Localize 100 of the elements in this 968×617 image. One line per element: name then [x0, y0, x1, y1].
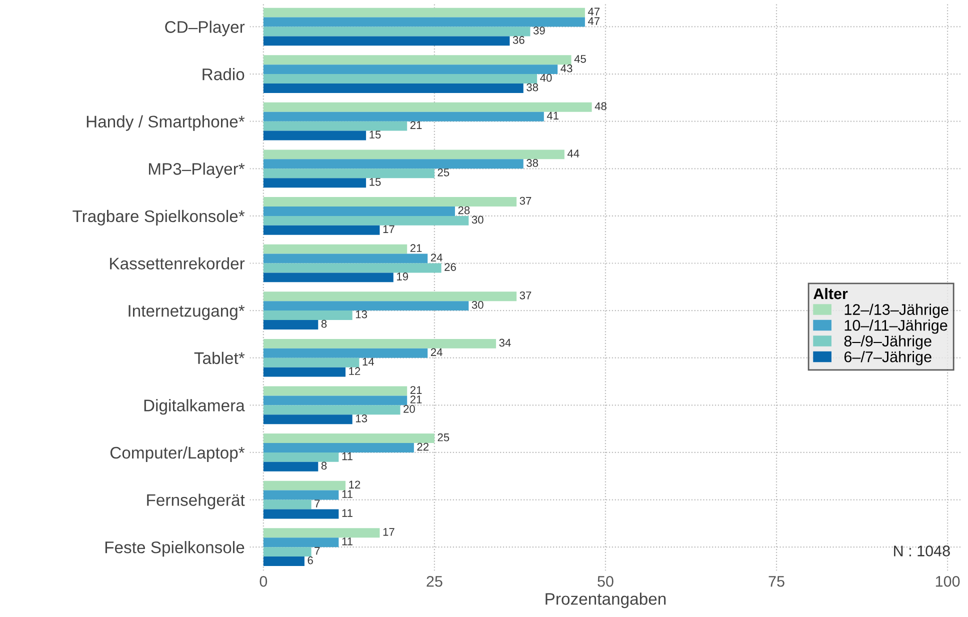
- y-tick-label: Tragbare Spielkonsole*: [72, 210, 245, 226]
- bar: [263, 528, 380, 538]
- data-label: 41: [546, 112, 559, 120]
- data-label: 6: [308, 556, 313, 564]
- data-label: 44: [567, 150, 580, 158]
- data-label: 13: [356, 310, 368, 318]
- bar: [263, 310, 352, 320]
- y-tick-label: CD–Player: [165, 20, 245, 36]
- bar: [263, 36, 510, 46]
- bar: [263, 338, 496, 348]
- bar: [263, 168, 434, 178]
- bar: [263, 443, 414, 452]
- bar: [263, 216, 469, 226]
- bar: [263, 272, 394, 282]
- y-tick-label: Computer/Laptop*: [110, 446, 245, 462]
- bar: [263, 130, 366, 140]
- bar: [263, 434, 434, 444]
- bar: [263, 8, 585, 18]
- data-label: 45: [574, 55, 586, 63]
- bar: [263, 462, 318, 472]
- bar: [263, 74, 538, 84]
- data-label: 43: [560, 64, 572, 72]
- data-label: 37: [520, 196, 532, 205]
- y-tick-label: MP3–Player*: [148, 162, 245, 178]
- data-label: 36: [512, 36, 524, 44]
- legend-label: 6–/7–Jährige: [844, 351, 932, 366]
- data-label: 7: [314, 547, 320, 555]
- data-label: 25: [438, 168, 450, 176]
- data-label: 19: [397, 272, 408, 280]
- y-tick-label: Digitalkamera: [144, 399, 245, 415]
- bar: [263, 480, 346, 490]
- bar: [263, 225, 380, 235]
- bar: [263, 556, 304, 566]
- y-tick-label: Handy / Smartphone*: [86, 115, 245, 131]
- x-tick-label: 100: [936, 576, 960, 587]
- bar: [263, 55, 572, 65]
- y-tick-label: Tablet*: [194, 352, 245, 364]
- y-tick-label: Fernsehgerät: [147, 494, 245, 510]
- data-label: 21: [410, 244, 422, 252]
- data-label: 24: [430, 254, 442, 262]
- bar: [263, 358, 360, 368]
- data-label: 17: [383, 528, 394, 536]
- data-label: 13: [356, 414, 368, 422]
- y-tick-label: Kassettenrekorder: [110, 257, 245, 270]
- bar: [263, 538, 339, 548]
- data-label: 34: [499, 338, 511, 347]
- data-label: 37: [520, 291, 532, 300]
- x-tick-label: 50: [598, 576, 614, 587]
- bar: [263, 159, 524, 169]
- bar: [263, 414, 352, 424]
- bar: [263, 206, 455, 216]
- bar: [263, 254, 428, 264]
- legend-label: 8–/9–Jährige: [844, 335, 932, 350]
- bar: [263, 490, 339, 500]
- data-label: 30: [472, 300, 484, 309]
- data-label: 38: [526, 159, 538, 167]
- bar: [263, 121, 408, 131]
- bar: [263, 500, 312, 510]
- data-label: 47: [588, 17, 600, 25]
- y-tick-label: Radio: [202, 68, 244, 80]
- data-label: 28: [458, 206, 470, 214]
- bar: [263, 197, 517, 206]
- bar: [263, 301, 469, 311]
- data-label: 20: [404, 405, 415, 413]
- data-label: 21: [410, 396, 422, 404]
- bar: [263, 263, 442, 273]
- bar: [263, 348, 428, 358]
- data-label: 25: [438, 433, 450, 442]
- legend-label: 10–/11–Jährige: [844, 320, 948, 334]
- data-label: 38: [526, 83, 538, 92]
- bar: [263, 178, 366, 188]
- bar: [263, 396, 408, 406]
- data-label: 14: [362, 358, 374, 366]
- data-label: 7: [314, 500, 320, 508]
- bar: [263, 292, 517, 302]
- data-label: 48: [594, 102, 606, 110]
- x-tick-label: 25: [426, 576, 442, 587]
- data-label: 12: [349, 367, 360, 375]
- data-label: 24: [430, 348, 442, 356]
- data-label: 40: [540, 74, 552, 82]
- data-label: 12: [349, 480, 360, 488]
- data-label: 11: [342, 509, 352, 517]
- legend-title: Alter: [814, 288, 848, 300]
- data-label: 39: [533, 26, 545, 34]
- annotation: N : 1048: [894, 546, 950, 556]
- bar: [263, 386, 408, 396]
- bar: [263, 64, 558, 74]
- data-label: 26: [444, 263, 456, 271]
- data-label: 21: [410, 121, 422, 129]
- bar: [263, 509, 339, 519]
- bar: [263, 547, 312, 557]
- data-label: 11: [342, 490, 352, 498]
- y-tick-label: Internetzugang*: [128, 305, 245, 320]
- data-label: 47: [588, 8, 600, 16]
- bar: [263, 150, 564, 160]
- data-label: 8: [321, 320, 327, 328]
- bar: [263, 244, 408, 254]
- data-label: 22: [417, 442, 429, 451]
- x-axis-title: Prozentangaben: [546, 592, 666, 608]
- bar: [263, 405, 400, 415]
